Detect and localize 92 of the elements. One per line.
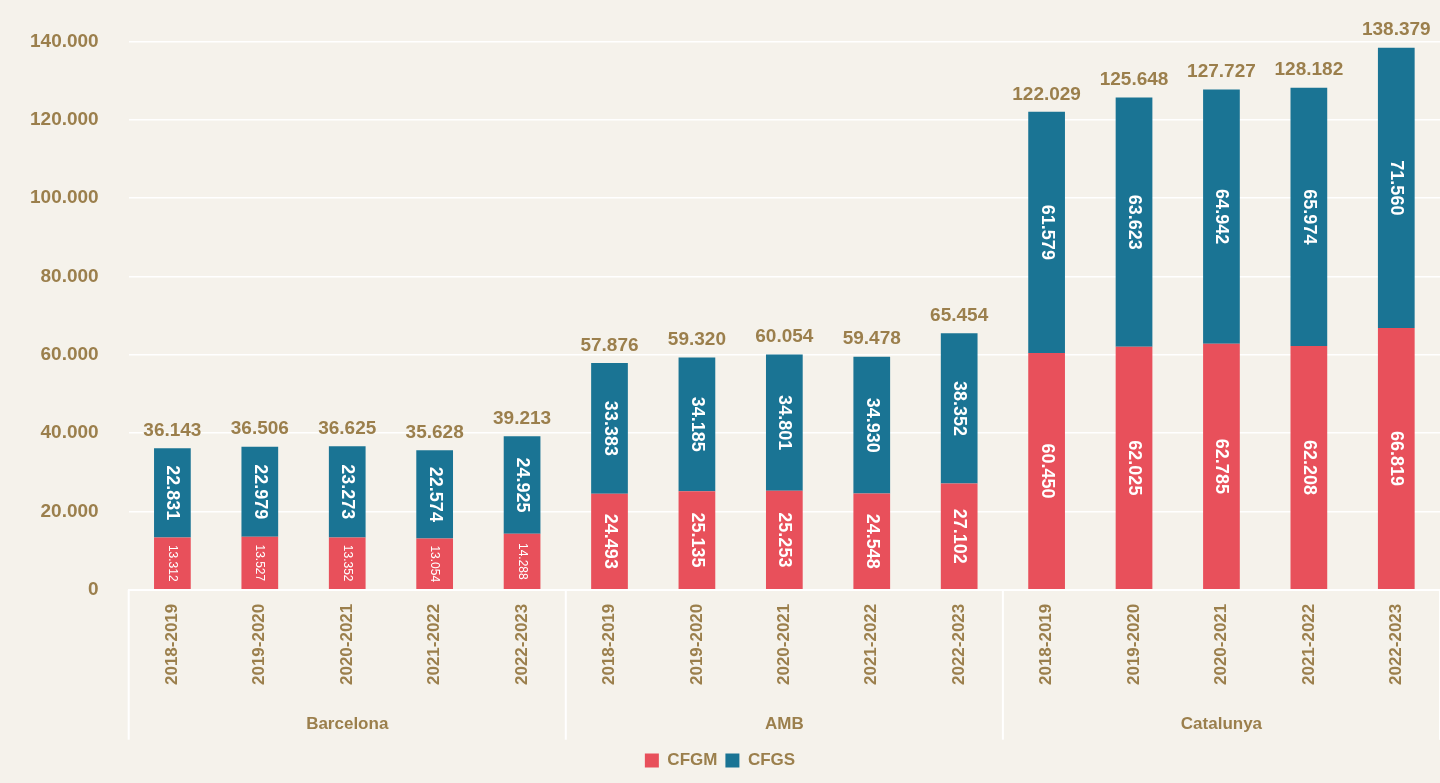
- data-label: 13.527: [253, 544, 268, 582]
- bar: [591, 363, 628, 494]
- bar: [1290, 87, 1328, 347]
- data-label: 61.579: [1037, 204, 1058, 260]
- bar: [1377, 328, 1415, 589]
- x-tick-label: 2019-2020: [686, 603, 706, 686]
- data-label: 23.273: [338, 464, 359, 520]
- data-label: 33.383: [600, 400, 621, 456]
- bar: [765, 354, 803, 491]
- total-label: 36.625: [318, 417, 377, 438]
- y-tick-label: 60.000: [40, 342, 99, 364]
- data-label: 64.942: [1212, 189, 1233, 245]
- bar: [940, 483, 978, 589]
- total-label: 59.478: [842, 327, 901, 349]
- data-label: 13.352: [340, 544, 355, 582]
- data-label: 62.208: [1299, 439, 1320, 496]
- data-label: 22.574: [425, 466, 446, 522]
- data-label: 63.623: [1125, 194, 1146, 250]
- total-label: 125.648: [1099, 68, 1169, 90]
- data-label: 25.253: [775, 512, 796, 568]
- bar: [154, 537, 191, 589]
- data-label: 62.785: [1212, 438, 1233, 494]
- x-tick-label: 2021-2022: [424, 603, 444, 686]
- text: AMB: [764, 714, 804, 734]
- x-tick-label: 2018-2019: [162, 603, 182, 686]
- data-label: 14.288: [515, 543, 530, 581]
- total-label: 127.727: [1187, 60, 1256, 82]
- text: Barcelona: [306, 714, 389, 734]
- data-label: 66.819: [1387, 430, 1408, 487]
- total-label: 57.876: [580, 333, 639, 355]
- x-tick-label: 2022-2023: [1385, 603, 1405, 686]
- x-tick-label: 2018-2019: [1036, 603, 1056, 686]
- data-label: 71.560: [1387, 160, 1408, 216]
- data-label: 34.801: [775, 395, 796, 451]
- bar: [1115, 97, 1153, 347]
- y-tick-label: 80.000: [40, 264, 99, 286]
- x-tick-label: 2020-2021: [1211, 603, 1231, 686]
- total-label: 36.506: [230, 417, 289, 439]
- y-tick-label: 120.000: [29, 107, 99, 129]
- data-label: 13.054: [428, 545, 443, 583]
- y-tick-label: 40.000: [40, 421, 99, 443]
- bar: [328, 537, 366, 589]
- bar: [241, 536, 279, 589]
- y-tick-label: 0: [88, 577, 99, 599]
- legend-label: CFGS: [747, 750, 796, 770]
- total-label: 122.029: [1012, 82, 1081, 104]
- data-label: 34.185: [687, 396, 708, 452]
- y-tick-label: 140.000: [29, 29, 99, 51]
- x-tick-label: 2021-2022: [861, 603, 881, 686]
- x-tick-label: 2022-2023: [948, 603, 968, 686]
- x-tick-label: 2021-2022: [1298, 603, 1318, 686]
- data-label: 65.974: [1299, 189, 1320, 245]
- x-tick-label: 2019-2020: [1123, 603, 1143, 686]
- data-label: 62.025: [1125, 440, 1146, 496]
- data-label: 60.450: [1037, 443, 1058, 499]
- total-label: 36.143: [143, 418, 202, 440]
- data-label: 24.925: [513, 457, 534, 513]
- y-tick-label: 100.000: [29, 186, 99, 208]
- x-tick-label: 2019-2020: [249, 603, 269, 686]
- text: Catalunya: [1180, 714, 1263, 734]
- total-label: 35.628: [405, 420, 464, 442]
- x-tick-label: 2020-2021: [336, 603, 356, 686]
- bar: [1203, 343, 1240, 589]
- bar: [1377, 47, 1415, 329]
- bar: [1203, 89, 1240, 344]
- x-tick-label: 2018-2019: [599, 603, 619, 686]
- bar: [1028, 352, 1065, 589]
- total-label: 65.454: [930, 304, 989, 326]
- total-label: 128.182: [1274, 58, 1344, 80]
- y-tick-label: 20.000: [40, 499, 99, 521]
- data-label: 38.352: [950, 380, 971, 436]
- data-label: 25.135: [687, 512, 708, 568]
- bar: [1290, 346, 1328, 589]
- x-tick-label: 2020-2021: [774, 603, 794, 686]
- bar: [1028, 111, 1065, 353]
- x-tick-label: 2022-2023: [511, 603, 531, 686]
- data-label: 24.548: [862, 513, 883, 569]
- data-label: 27.102: [950, 508, 971, 564]
- data-label: 13.312: [166, 544, 181, 582]
- bar: [940, 333, 978, 484]
- bar: [853, 356, 891, 494]
- data-label: 34.930: [862, 397, 883, 453]
- data-label: 22.979: [250, 464, 271, 520]
- total-label: 60.054: [755, 325, 814, 347]
- total-label: 138.379: [1361, 18, 1431, 40]
- total-label: 59.320: [667, 328, 726, 350]
- total-label: 39.213: [493, 406, 552, 428]
- bar: [416, 538, 454, 589]
- bar: [1115, 346, 1153, 589]
- data-label: 22.831: [163, 465, 184, 521]
- legend-label: CFGM: [667, 750, 718, 770]
- data-label: 24.493: [600, 513, 621, 569]
